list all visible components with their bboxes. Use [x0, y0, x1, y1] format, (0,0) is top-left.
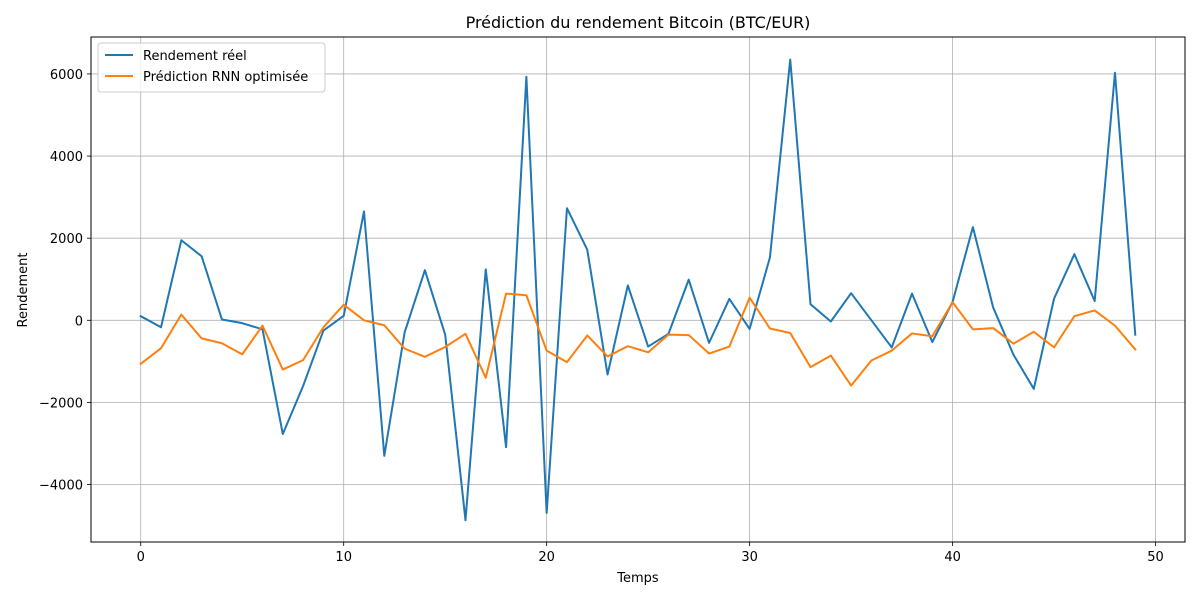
y-tick-label: −4000 — [39, 479, 83, 494]
legend-label-rendement-reel: Rendement réel — [143, 49, 247, 64]
x-tick-label: 10 — [335, 550, 352, 565]
x-tick-label: 0 — [137, 550, 145, 565]
x-tick-label: 20 — [538, 550, 555, 565]
x-tick-label: 40 — [944, 550, 961, 565]
series-line-prediction-rnn — [139, 292, 1137, 387]
series-line-rendement-reel — [139, 58, 1137, 522]
y-tick-label: 2000 — [50, 232, 83, 247]
chart-title: Prédiction du rendement Bitcoin (BTC/EUR… — [466, 13, 811, 32]
y-tick-label: −2000 — [39, 396, 83, 411]
y-tick-label: 4000 — [50, 150, 83, 165]
legend-label-prediction-rnn: Prédiction RNN optimisée — [143, 70, 308, 85]
x-tick-label: 50 — [1147, 550, 1164, 565]
series-lines — [139, 58, 1137, 522]
x-axis-ticks: 0 10 20 30 40 50 — [137, 542, 1164, 565]
grid — [91, 37, 1185, 542]
y-axis-ticks: −4000 −2000 0 2000 4000 6000 — [39, 68, 91, 494]
x-tick-label: 30 — [741, 550, 758, 565]
x-axis-label: Temps — [616, 571, 659, 586]
y-tick-label: 6000 — [50, 68, 83, 83]
plot-frame — [90, 36, 1186, 543]
legend: Rendement réel Prédiction RNN optimisée — [97, 42, 326, 93]
y-tick-label: 0 — [75, 314, 83, 329]
legend-box — [97, 42, 326, 93]
y-axis-label: Rendement — [16, 253, 31, 328]
